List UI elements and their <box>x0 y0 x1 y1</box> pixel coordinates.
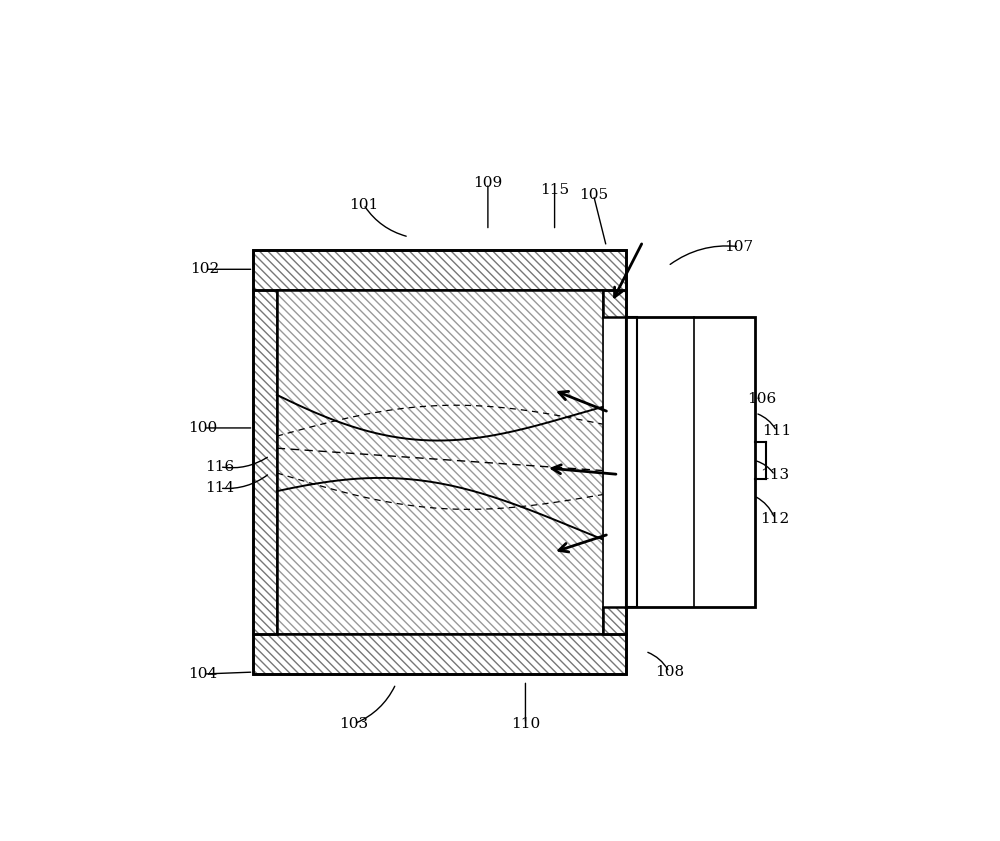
Bar <box>603 606 626 634</box>
Bar <box>603 606 626 634</box>
Bar <box>253 250 626 290</box>
Text: 116: 116 <box>205 460 234 473</box>
Bar <box>277 290 603 634</box>
Text: 113: 113 <box>760 468 789 482</box>
Text: 114: 114 <box>205 481 234 495</box>
Bar <box>277 290 603 634</box>
Text: 109: 109 <box>473 176 503 190</box>
Text: 103: 103 <box>339 717 368 731</box>
Bar <box>603 290 626 317</box>
Bar <box>626 317 755 606</box>
Text: 104: 104 <box>188 667 218 681</box>
Bar <box>253 250 626 290</box>
Text: 108: 108 <box>655 665 684 679</box>
Bar <box>626 317 637 606</box>
Bar <box>253 634 626 674</box>
Text: 112: 112 <box>760 511 789 526</box>
Bar <box>253 290 277 634</box>
Text: 101: 101 <box>349 198 378 212</box>
Text: 111: 111 <box>762 424 791 438</box>
Bar <box>253 250 626 674</box>
Text: 106: 106 <box>747 392 776 406</box>
Bar <box>253 290 277 634</box>
Bar <box>603 290 626 317</box>
Text: 102: 102 <box>190 262 220 277</box>
Bar <box>253 634 626 674</box>
Text: 105: 105 <box>579 188 608 202</box>
Text: 107: 107 <box>725 240 754 254</box>
Text: 115: 115 <box>540 183 569 198</box>
Bar <box>626 317 637 606</box>
Text: 110: 110 <box>511 717 540 731</box>
Text: 100: 100 <box>188 421 218 435</box>
